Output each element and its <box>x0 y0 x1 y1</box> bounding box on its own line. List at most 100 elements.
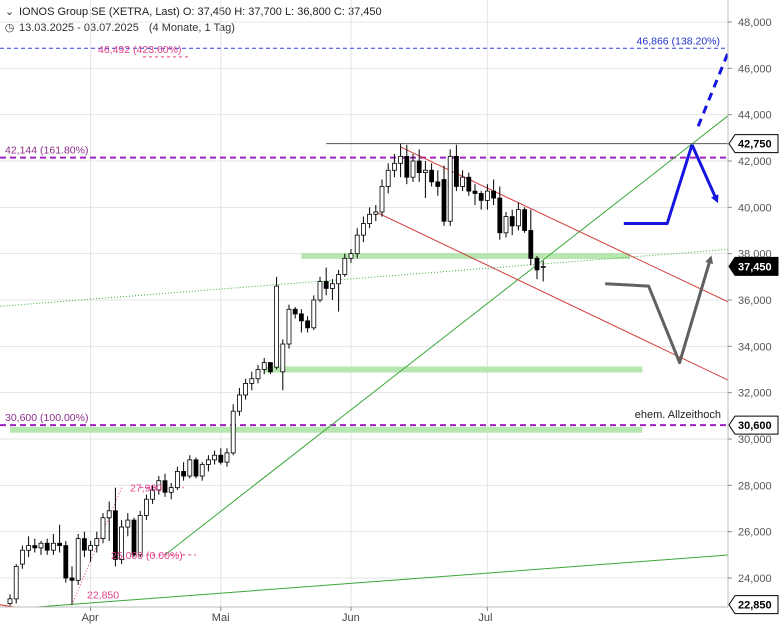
candle-body <box>540 266 546 268</box>
candle[interactable] <box>329 279 335 300</box>
price-tag-box <box>728 595 779 615</box>
candle[interactable] <box>435 170 441 196</box>
candle[interactable] <box>509 209 515 236</box>
candle[interactable] <box>460 170 466 192</box>
candle[interactable] <box>491 179 497 206</box>
candle[interactable] <box>174 466 180 490</box>
candle[interactable] <box>323 267 329 296</box>
candle[interactable] <box>398 143 404 178</box>
fib-level-label: 46,492 (423.60%) <box>98 44 181 56</box>
candle[interactable] <box>38 540 44 555</box>
chevron-down-icon[interactable]: ⌄ <box>4 6 15 18</box>
candle[interactable] <box>342 253 348 277</box>
candle[interactable] <box>181 462 187 481</box>
candle[interactable] <box>317 276 323 303</box>
candle[interactable] <box>94 531 100 553</box>
y-axis-tick-label: 40,000 <box>738 202 772 214</box>
candle-body <box>32 545 38 549</box>
candle[interactable] <box>75 533 81 585</box>
candle[interactable] <box>218 448 224 465</box>
candle[interactable] <box>100 513 106 544</box>
candle[interactable] <box>236 388 242 416</box>
candle-body <box>516 209 521 227</box>
candle[interactable] <box>305 316 311 333</box>
candle[interactable] <box>106 501 112 541</box>
candle[interactable] <box>261 357 267 375</box>
candle-body <box>181 471 187 477</box>
candle[interactable] <box>224 448 230 467</box>
candle[interactable] <box>143 494 149 521</box>
candle[interactable] <box>82 531 87 558</box>
candle[interactable] <box>280 339 286 391</box>
candle[interactable] <box>292 306 298 319</box>
candle[interactable] <box>484 184 490 210</box>
candle[interactable] <box>447 149 453 226</box>
candle-body <box>224 452 230 463</box>
candle[interactable] <box>125 513 131 537</box>
candle[interactable] <box>7 594 13 606</box>
candle[interactable] <box>478 191 484 210</box>
candle[interactable] <box>391 154 397 178</box>
candle[interactable] <box>441 165 447 226</box>
candle[interactable] <box>453 144 459 192</box>
candle[interactable] <box>63 540 69 583</box>
candle[interactable] <box>57 524 62 553</box>
candle[interactable] <box>274 276 280 370</box>
candle[interactable] <box>187 455 193 479</box>
candle[interactable] <box>311 295 317 331</box>
candle[interactable] <box>360 216 366 243</box>
candle[interactable] <box>119 520 124 565</box>
candle[interactable] <box>298 309 304 333</box>
candle[interactable] <box>44 538 50 555</box>
candle[interactable] <box>348 249 354 263</box>
candle[interactable] <box>243 378 249 400</box>
candle[interactable] <box>373 205 379 222</box>
candle[interactable] <box>472 184 478 206</box>
candle[interactable] <box>429 163 435 187</box>
candle[interactable] <box>19 545 25 569</box>
candle[interactable] <box>516 202 521 231</box>
candle[interactable] <box>51 533 56 555</box>
candle[interactable] <box>113 487 118 567</box>
candle[interactable] <box>410 154 416 182</box>
candle[interactable] <box>379 179 385 217</box>
candle[interactable] <box>534 255 540 280</box>
candle[interactable] <box>367 207 373 229</box>
candle-body <box>497 197 503 234</box>
candle-body <box>255 369 261 380</box>
candle-body <box>491 190 497 199</box>
candle[interactable] <box>466 172 472 196</box>
candle[interactable] <box>193 457 199 479</box>
candle[interactable] <box>522 207 527 233</box>
candle[interactable] <box>249 371 255 391</box>
candle[interactable] <box>354 228 360 259</box>
candle[interactable] <box>422 161 428 199</box>
candle[interactable] <box>205 455 211 472</box>
candle[interactable] <box>137 510 143 558</box>
candle[interactable] <box>32 538 38 553</box>
candle[interactable] <box>156 476 162 495</box>
candle[interactable] <box>385 163 391 194</box>
candle[interactable] <box>497 186 503 240</box>
candle[interactable] <box>131 517 137 558</box>
candle[interactable] <box>255 364 261 384</box>
candle[interactable] <box>199 462 205 481</box>
candle[interactable] <box>150 485 156 504</box>
candle[interactable] <box>267 362 273 375</box>
candle[interactable] <box>528 209 534 266</box>
candle[interactable] <box>13 564 19 604</box>
candle[interactable] <box>286 304 292 349</box>
candle[interactable] <box>503 211 509 238</box>
candle[interactable] <box>336 269 342 312</box>
candle[interactable] <box>88 540 93 562</box>
candle[interactable] <box>540 260 546 282</box>
candle[interactable] <box>26 536 32 558</box>
candle[interactable] <box>168 483 174 500</box>
candle[interactable] <box>212 450 218 465</box>
candle[interactable] <box>230 404 236 456</box>
candle[interactable] <box>416 149 422 182</box>
candle[interactable] <box>162 473 168 497</box>
candle[interactable] <box>69 566 75 605</box>
candle[interactable] <box>404 144 410 185</box>
